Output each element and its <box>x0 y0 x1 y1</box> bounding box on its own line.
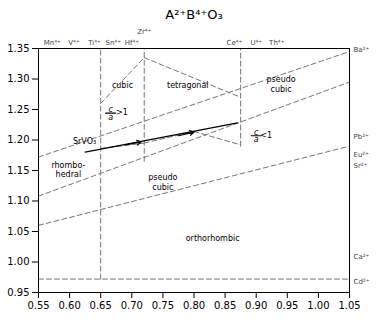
svg-text:0.85: 0.85 <box>214 300 236 311</box>
svg-text:1.05: 1.05 <box>338 300 360 311</box>
svg-text:Sr²⁺: Sr²⁺ <box>354 162 368 170</box>
svg-text:tetragonal: tetragonal <box>167 81 209 90</box>
svg-text:cubic: cubic <box>152 183 173 192</box>
svg-text:rhombo-: rhombo- <box>51 161 85 170</box>
svg-text:Hf⁴⁺: Hf⁴⁺ <box>125 39 140 47</box>
svg-text:orthorhombic: orthorhombic <box>186 234 240 243</box>
svg-text:0.60: 0.60 <box>58 300 80 311</box>
svg-text:0.90: 0.90 <box>245 300 267 311</box>
svg-text:0.80: 0.80 <box>183 300 205 311</box>
svg-text:A²⁺B⁴⁺O₃: A²⁺B⁴⁺O₃ <box>165 7 222 22</box>
svg-text:cubic: cubic <box>112 81 133 90</box>
svg-text:Sn⁴⁺: Sn⁴⁺ <box>105 39 121 47</box>
svg-text:Zr⁴⁺: Zr⁴⁺ <box>137 28 151 36</box>
svg-text:pseudo: pseudo <box>266 75 295 84</box>
svg-text:a: a <box>254 135 259 144</box>
svg-text:1.25: 1.25 <box>7 104 29 115</box>
svg-text:0.70: 0.70 <box>121 300 143 311</box>
svg-text:a: a <box>108 113 113 122</box>
svg-text:1.00: 1.00 <box>7 256 29 267</box>
svg-text:Ba²⁺: Ba²⁺ <box>354 46 370 54</box>
svg-text:1.05: 1.05 <box>7 226 29 237</box>
svg-text:Mn⁴⁺: Mn⁴⁺ <box>44 39 61 47</box>
svg-text:<1: <1 <box>260 131 272 140</box>
svg-text:0.65: 0.65 <box>90 300 112 311</box>
svg-text:SrVO₃: SrVO₃ <box>73 137 96 146</box>
svg-text:pseudo: pseudo <box>148 173 177 182</box>
svg-text:Cd²⁺: Cd²⁺ <box>354 278 370 286</box>
svg-text:c: c <box>108 105 113 115</box>
svg-text:0.75: 0.75 <box>152 300 174 311</box>
svg-text:1.10: 1.10 <box>7 195 29 206</box>
svg-text:>1: >1 <box>116 108 128 117</box>
svg-text:0.95: 0.95 <box>276 300 298 311</box>
svg-text:1.20: 1.20 <box>7 134 29 145</box>
svg-text:Eu²⁺: Eu²⁺ <box>354 151 370 159</box>
svg-text:Ce⁴⁺: Ce⁴⁺ <box>227 39 243 47</box>
svg-text:1.30: 1.30 <box>7 73 29 84</box>
svg-text:0.55: 0.55 <box>27 300 49 311</box>
svg-text:hedral: hedral <box>56 170 81 179</box>
svg-text:V⁴⁺: V⁴⁺ <box>68 39 80 47</box>
svg-text:0.95: 0.95 <box>7 287 29 298</box>
svg-text:Pb²⁺: Pb²⁺ <box>354 133 369 141</box>
svg-text:U⁴⁺: U⁴⁺ <box>250 39 262 47</box>
svg-text:1.00: 1.00 <box>307 300 329 311</box>
svg-text:c: c <box>254 127 259 137</box>
svg-text:Th⁴⁺: Th⁴⁺ <box>268 39 285 47</box>
svg-text:Ti⁴⁺: Ti⁴⁺ <box>87 39 101 47</box>
svg-text:1.35: 1.35 <box>7 43 29 54</box>
svg-text:1.15: 1.15 <box>7 165 29 176</box>
svg-text:cubic: cubic <box>270 85 291 94</box>
svg-text:Ca²⁺: Ca²⁺ <box>354 253 370 261</box>
